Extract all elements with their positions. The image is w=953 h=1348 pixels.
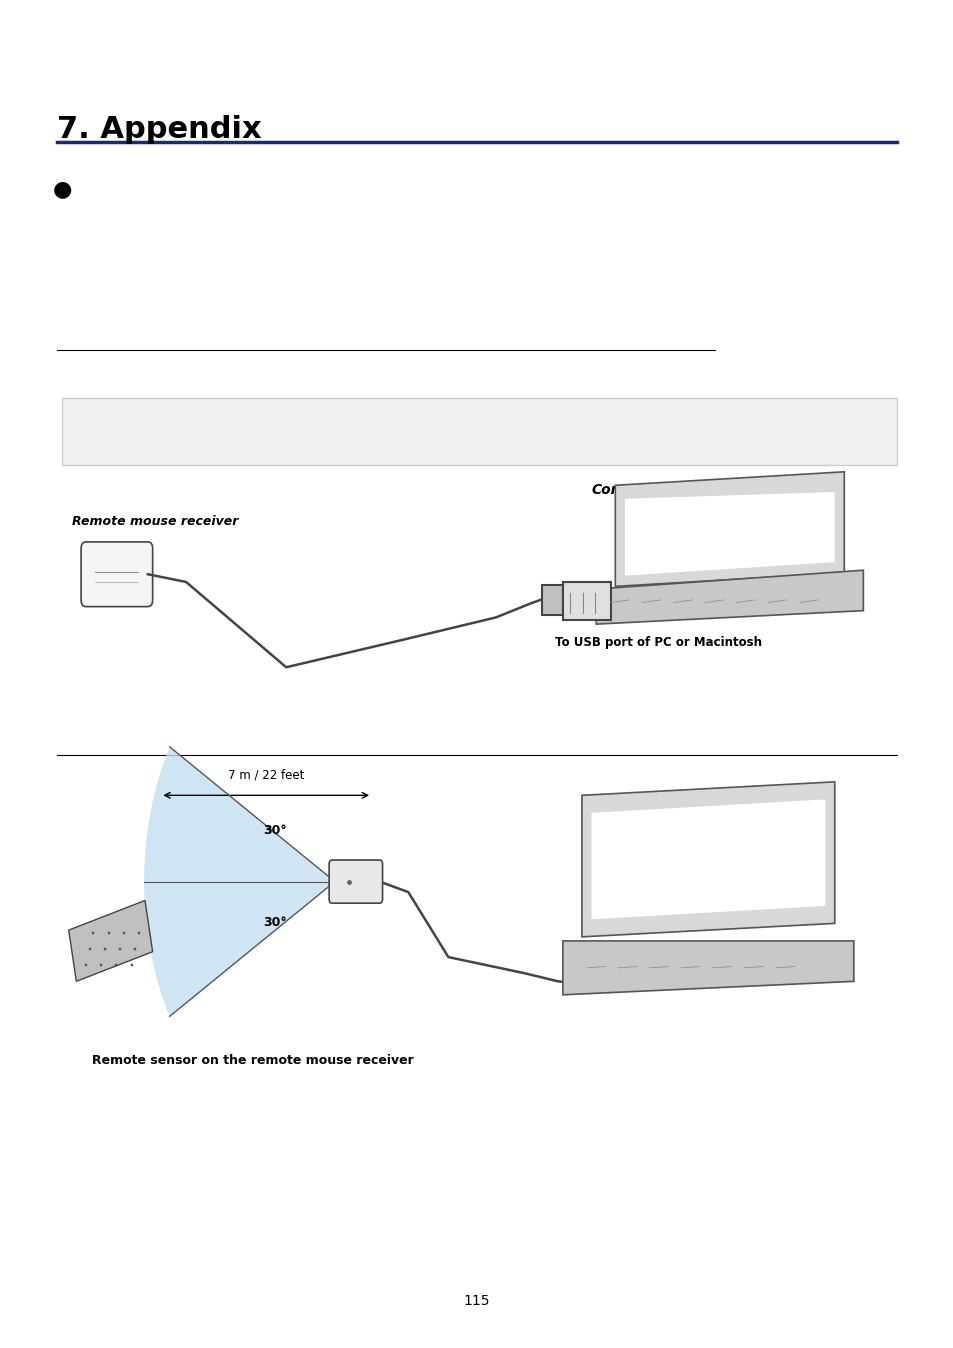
Polygon shape bbox=[615, 472, 843, 586]
Text: Computer: Computer bbox=[591, 483, 667, 496]
Polygon shape bbox=[591, 799, 824, 919]
Text: ●: ● bbox=[52, 179, 71, 198]
Polygon shape bbox=[581, 782, 834, 937]
Text: 115: 115 bbox=[463, 1294, 490, 1308]
Text: 7 m / 22 feet: 7 m / 22 feet bbox=[228, 768, 304, 782]
Text: 7. Appendix: 7. Appendix bbox=[57, 115, 261, 144]
Polygon shape bbox=[69, 900, 152, 981]
Polygon shape bbox=[562, 941, 853, 995]
Text: 30°: 30° bbox=[263, 915, 287, 929]
Text: 30°: 30° bbox=[263, 824, 287, 837]
Polygon shape bbox=[624, 492, 834, 576]
FancyBboxPatch shape bbox=[62, 398, 896, 465]
FancyBboxPatch shape bbox=[81, 542, 152, 607]
Wedge shape bbox=[144, 747, 335, 1016]
FancyBboxPatch shape bbox=[329, 860, 382, 903]
Text: Remote mouse receiver: Remote mouse receiver bbox=[71, 515, 237, 528]
Text: To USB port of PC or Macintosh: To USB port of PC or Macintosh bbox=[555, 636, 761, 650]
Polygon shape bbox=[596, 570, 862, 624]
Text: Remote sensor on the remote mouse receiver: Remote sensor on the remote mouse receiv… bbox=[91, 1054, 414, 1068]
FancyBboxPatch shape bbox=[541, 585, 562, 615]
FancyBboxPatch shape bbox=[562, 582, 610, 620]
